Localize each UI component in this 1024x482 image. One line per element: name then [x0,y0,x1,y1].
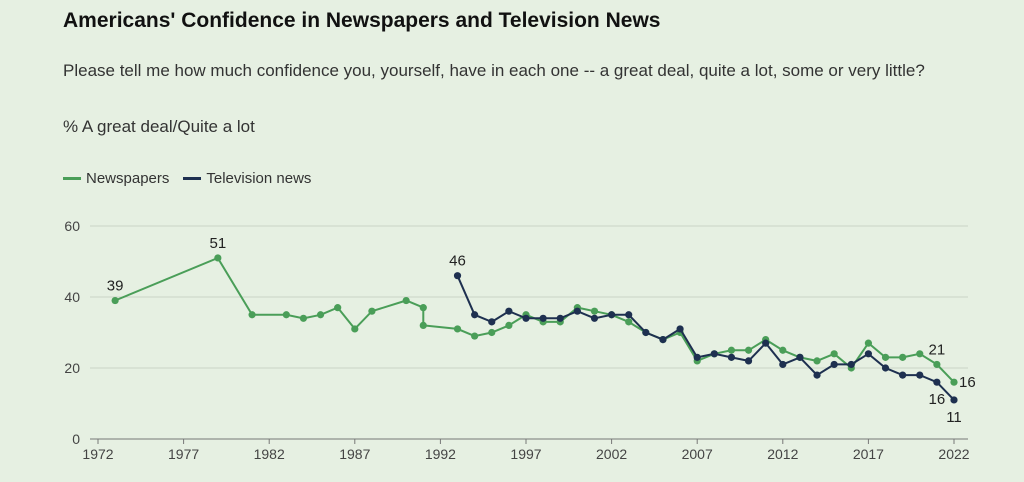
data-point-newspapers [282,311,290,319]
data-point-newspapers [864,339,873,347]
x-tick-label: 2012 [767,446,798,462]
data-point-newspapers [248,311,256,319]
legend-label-television-news: Television news [206,170,312,187]
data-point-television-news [762,339,770,347]
data-point-newspapers [505,321,513,329]
data-point-newspapers [471,332,479,340]
x-tick-label: 2002 [596,446,627,462]
data-point-newspapers [214,254,222,262]
data-point-newspapers [625,318,633,326]
data-point-newspapers [727,346,736,354]
data-point-newspapers [881,353,890,361]
data-point-television-news [847,360,855,369]
data-point-television-news [864,350,873,358]
y-tick-label: 40 [64,289,80,305]
data-point-television-news [453,272,462,280]
x-tick-label: 2022 [938,446,969,462]
data-point-television-news [950,396,958,404]
legend-swatch-television-news [183,177,202,180]
data-point-newspapers [933,360,941,369]
data-point-television-news [796,353,804,361]
legend-item-television-news[interactable]: Television news [183,170,311,187]
data-point-television-news [779,360,787,369]
data-point-newspapers [744,346,753,354]
chart-title: Americans' Confidence in Newspapers and … [63,9,661,32]
data-point-television-news [693,353,701,361]
data-point-television-news [881,364,890,372]
data-point-newspapers [334,304,342,312]
x-tick-label: 1992 [425,446,456,462]
data-label-newspapers: 16 [959,374,976,391]
data-point-television-news [813,371,821,379]
x-tick-label: 2007 [682,446,713,462]
chart-subtitle: Please tell me how much confidence you, … [63,61,925,80]
y-tick-label: 60 [64,218,80,234]
data-label-newspapers: 21 [929,341,946,358]
data-point-television-news [744,357,753,365]
data-label-television-news: 11 [946,409,962,426]
data-point-television-news [471,311,479,319]
data-label-newspapers: 39 [107,278,124,295]
legend-item-newspapers[interactable]: Newspapers [63,170,169,187]
data-point-newspapers [950,378,958,386]
data-point-television-news [539,314,547,322]
data-label-newspapers: 51 [209,235,226,252]
data-point-newspapers [590,307,599,315]
data-point-newspapers [899,353,907,361]
legend-swatch-newspapers [63,177,81,180]
data-point-television-news [590,314,599,322]
data-point-television-news [625,311,633,319]
data-point-television-news [573,307,581,315]
data-point-television-news [676,325,684,333]
x-tick-label: 1997 [510,446,541,462]
data-point-television-news [916,371,924,379]
x-tick-label: 1987 [339,446,370,462]
x-tick-label: 2017 [853,446,884,462]
data-point-newspapers [402,296,410,305]
data-point-newspapers [779,346,787,354]
data-point-television-news [522,314,530,322]
data-point-newspapers [299,314,308,322]
data-point-newspapers [453,325,462,333]
data-point-newspapers [111,296,119,305]
data-point-newspapers [351,325,359,333]
data-point-television-news [659,336,667,344]
data-point-television-news [556,314,564,322]
data-point-newspapers [316,311,325,319]
x-tick-label: 1972 [82,446,113,462]
chart-legend: Newspapers Television news [63,170,311,187]
series-line-newspapers [114,256,955,383]
chart-metric-label: % A great deal/Quite a lot [63,117,255,136]
data-point-newspapers [368,307,376,315]
data-point-newspapers [488,328,496,337]
data-point-television-news [608,311,616,319]
data-point-television-news [933,378,941,386]
x-tick-label: 1977 [168,446,199,462]
data-point-newspapers [830,350,838,358]
data-point-television-news [488,318,496,326]
data-point-television-news [727,353,736,361]
legend-label-newspapers: Newspapers [86,170,170,187]
y-tick-label: 0 [72,431,80,447]
series-line-television-news [456,275,955,401]
data-point-newspapers [813,357,821,365]
data-point-television-news [830,360,838,369]
data-point-newspapers [419,304,427,312]
data-point-newspapers [419,321,427,329]
data-point-television-news [505,307,513,315]
data-label-television-news: 46 [449,253,466,270]
data-point-television-news [642,328,650,337]
x-tick-label: 1982 [254,446,285,462]
data-point-newspapers [916,350,924,358]
data-label-television-news: 16 [929,391,946,408]
y-tick-label: 20 [64,360,80,376]
data-point-television-news [710,350,718,358]
data-point-television-news [899,371,907,379]
